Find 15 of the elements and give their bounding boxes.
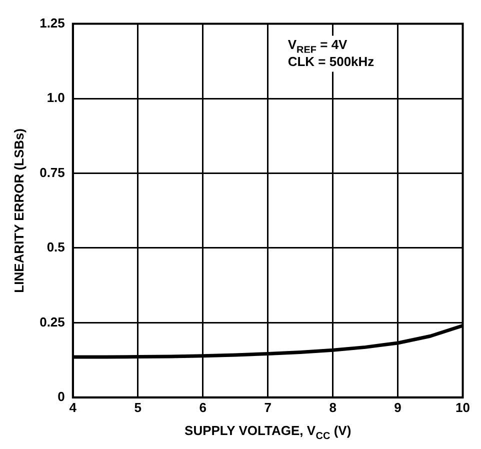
annotation: CLK = 500kHz — [288, 54, 375, 69]
y-tick-label: 0.75 — [40, 164, 65, 180]
x-tick-label: 9 — [394, 400, 402, 415]
y-tick-label: 1.0 — [46, 90, 65, 106]
y-axis-title: LINEARITY ERROR (LSBs) — [11, 128, 26, 293]
x-tick-label: 6 — [199, 400, 206, 415]
x-tick-label: 10 — [456, 400, 470, 415]
y-tick-label: 0 — [58, 388, 65, 404]
x-tick-label: 7 — [264, 400, 272, 415]
x-tick-label: 8 — [329, 400, 336, 415]
y-tick-label: 0.25 — [40, 314, 65, 330]
x-tick-label: 5 — [134, 400, 142, 415]
x-tick-label: 4 — [69, 400, 78, 415]
y-tick-label: 0.5 — [46, 240, 65, 255]
y-tick-label: 1.25 — [40, 15, 65, 30]
